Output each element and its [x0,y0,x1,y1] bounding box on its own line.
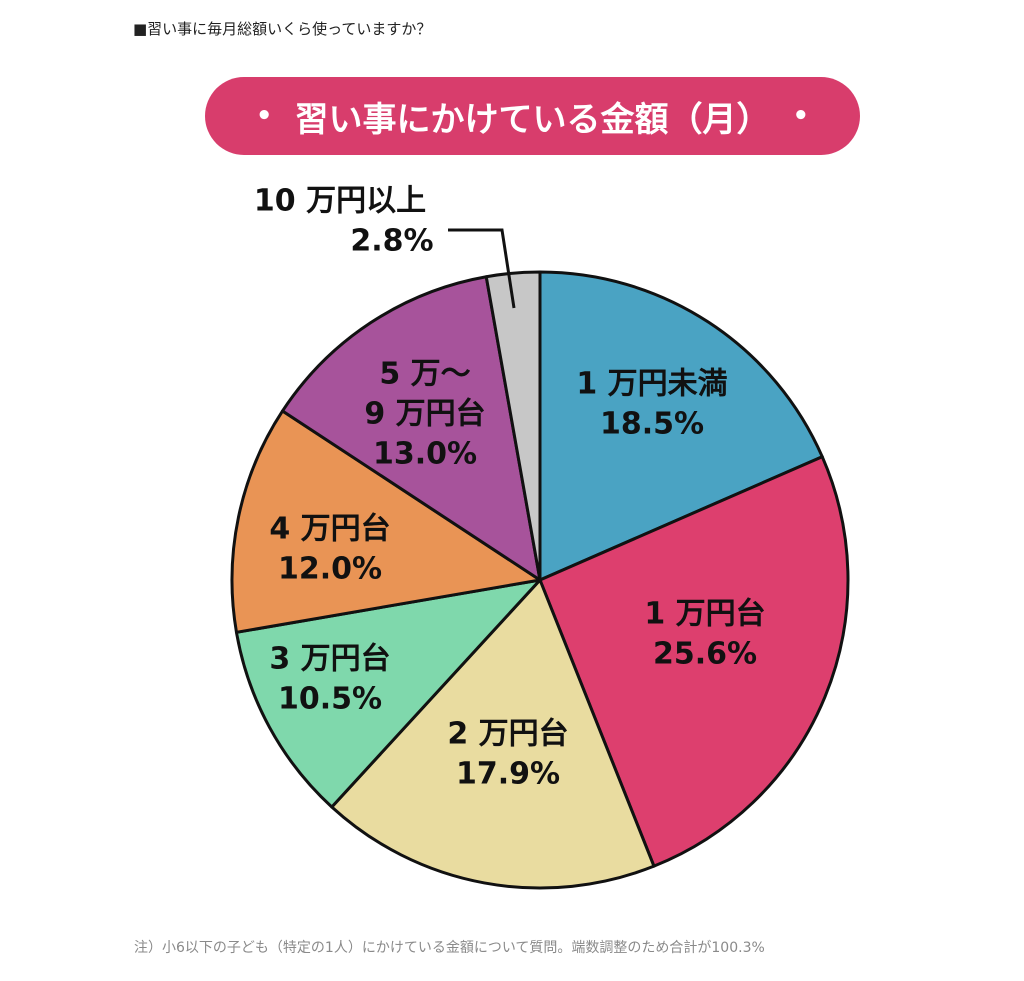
slice-category-label: 1 万円台 [644,597,765,632]
pie-slice [234,578,542,809]
slice-category-label: 9 万円台 [364,397,485,432]
pie-slice [538,455,850,868]
bullet-dot-right: • [792,101,810,131]
slice-value-label: 18.5% [600,407,704,442]
pie-slice [330,578,656,890]
slice-value-label: 12.0% [278,552,382,587]
slice-value-label: 17.9% [456,757,560,792]
slice-category-label: 1 万円未満 [576,367,727,402]
slice-category-label: 2 万円台 [447,717,568,752]
slice-category-label: 4 万円台 [269,512,390,547]
pie-slice [230,409,542,634]
slice-category-label: 5 万〜 [379,357,470,392]
slice-category-label: 10 万円以上 [254,184,426,219]
footnote: 注）小6以下の子ども（特定の1人）にかけている金額について質問。端数調整のため合… [134,940,765,956]
leader-line [448,228,516,309]
chart-title: 習い事にかけている金額（月） [294,99,771,140]
slice-category-label: 3 万円台 [269,642,390,677]
pie-slice [538,270,824,582]
bullet-dot-left: • [255,101,273,131]
slice-value-label: 25.6% [653,637,757,672]
chart-title-banner: • 習い事にかけている金額（月） • [205,77,860,155]
slice-value-label: 2.8% [350,224,433,259]
pie-slice [281,275,542,582]
slice-value-label: 10.5% [278,682,382,717]
slice-value-label: 13.0% [373,437,477,472]
pie-slice [484,270,542,582]
page-heading: ■習い事に毎月総額いくら使っていますか？ [133,20,432,38]
